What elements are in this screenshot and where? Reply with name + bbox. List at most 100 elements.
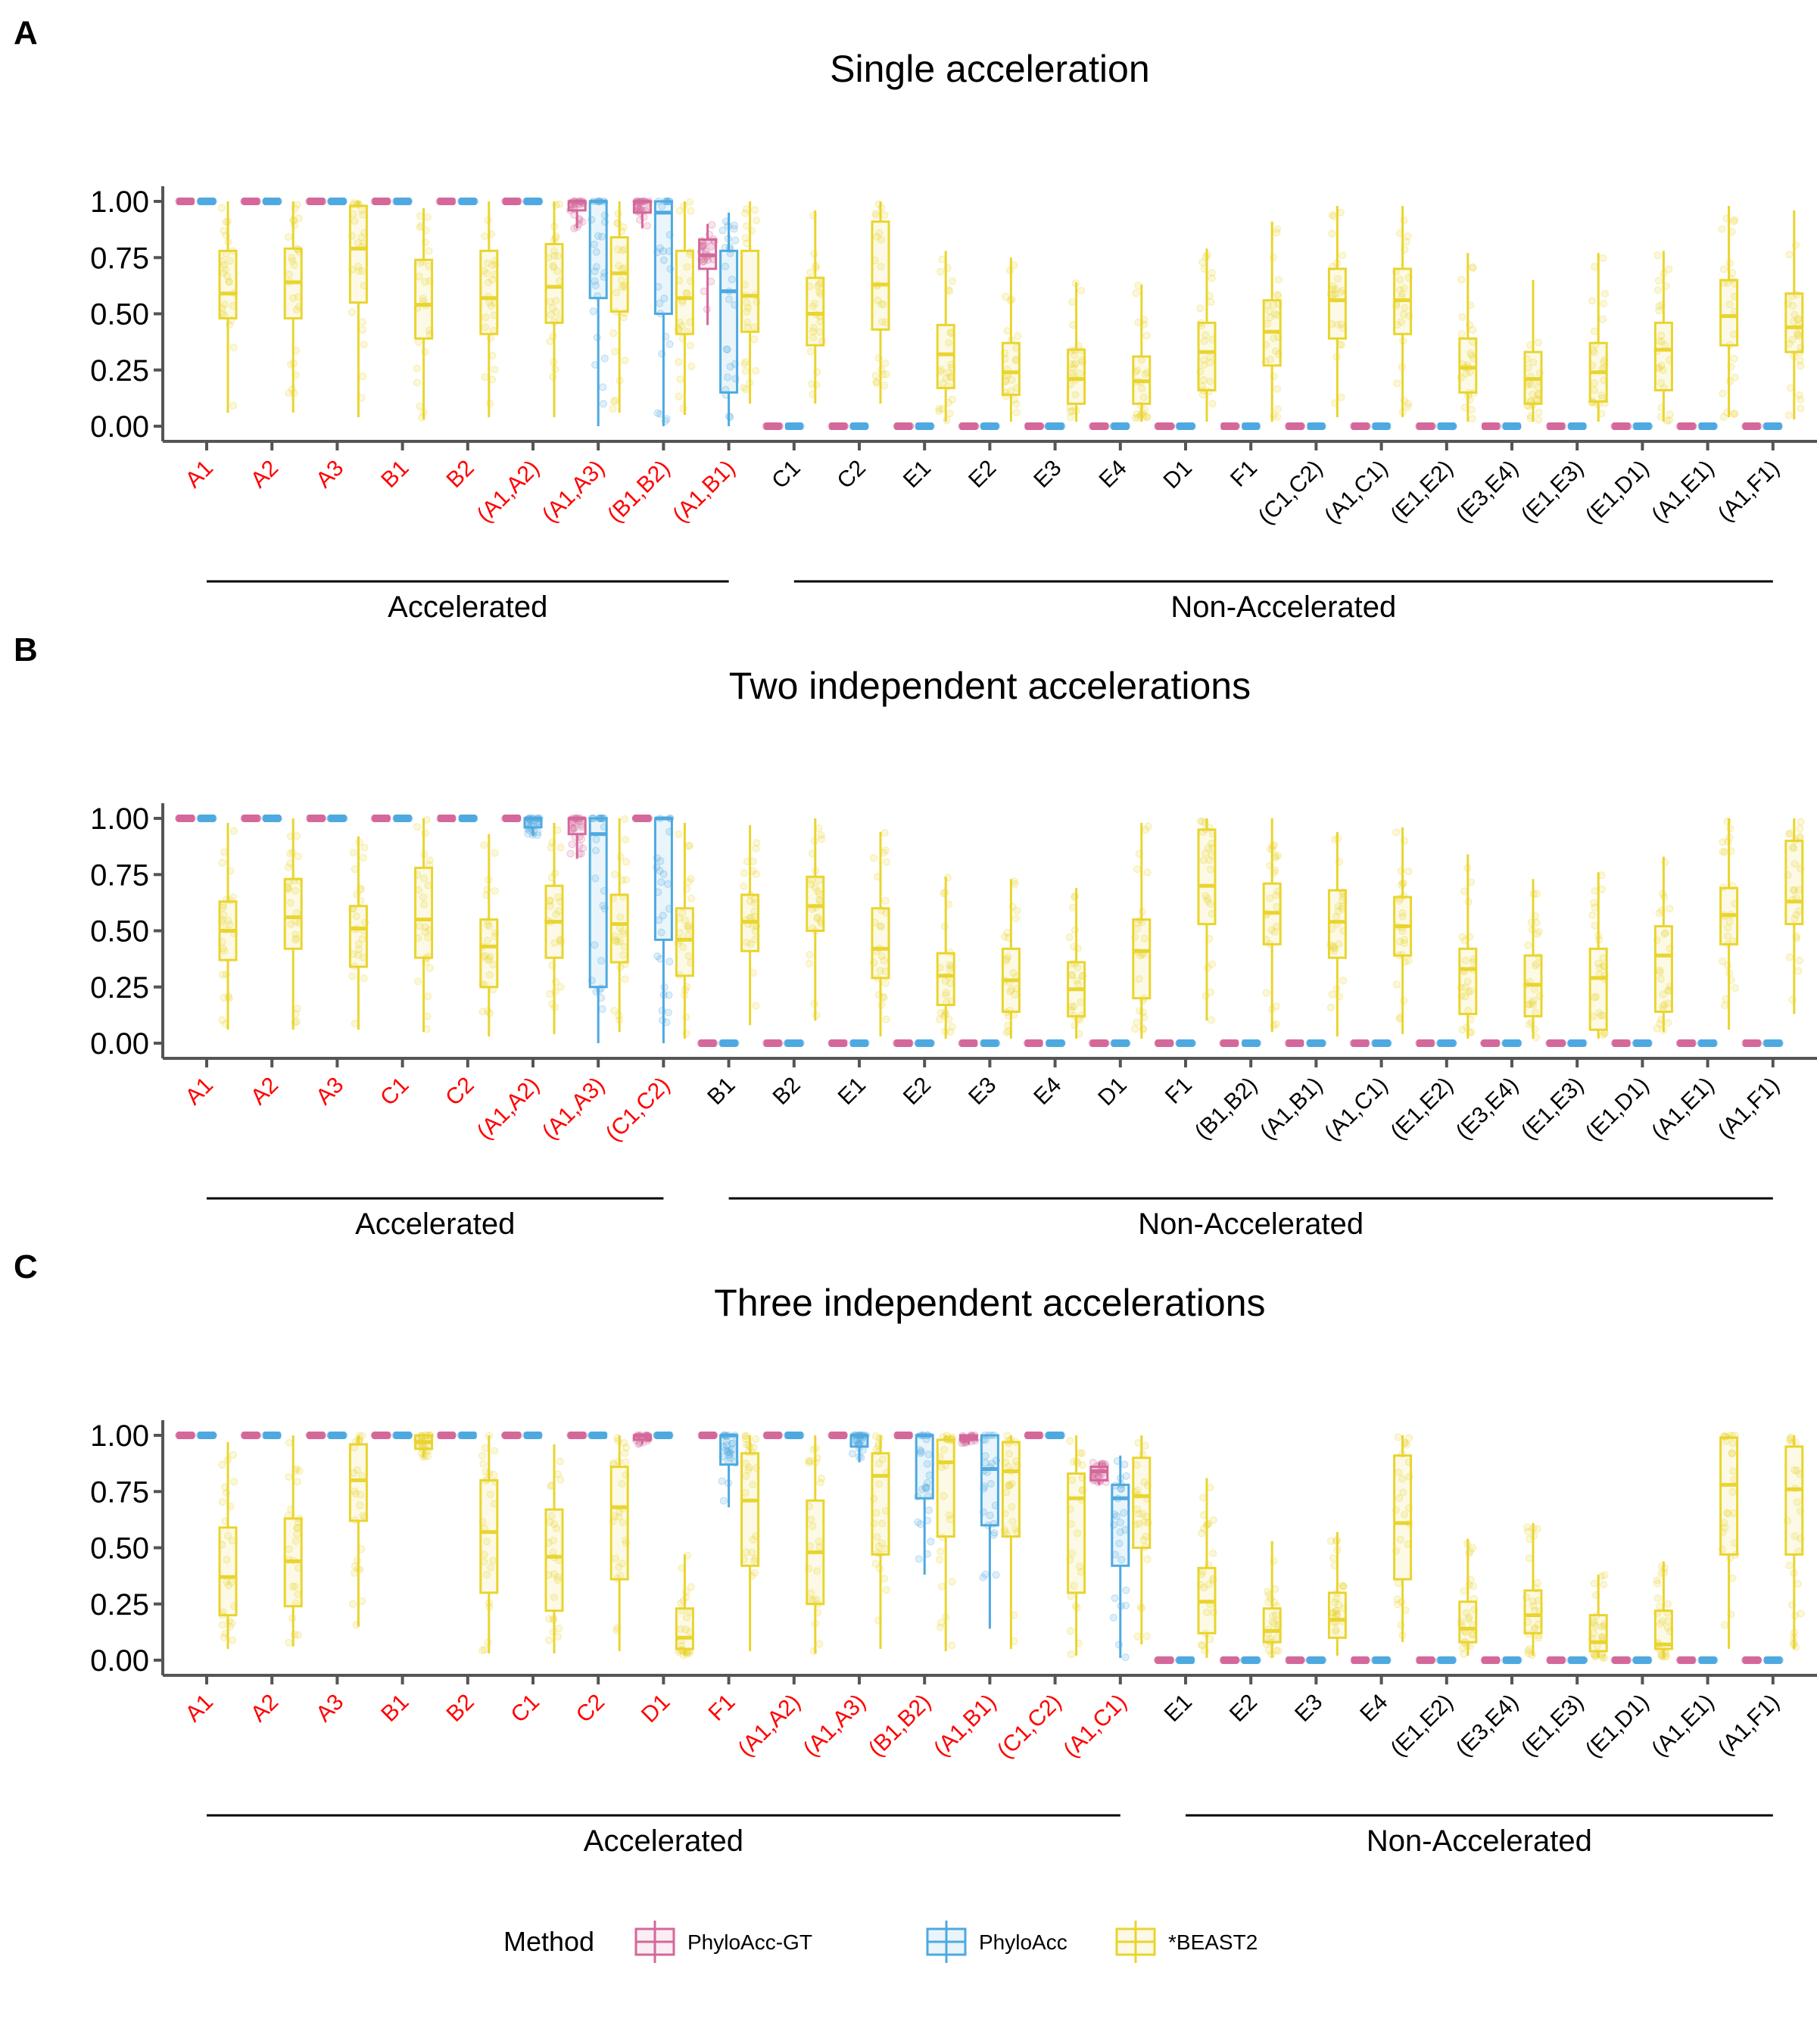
box-body (1197, 321, 1217, 391)
box-flat (1503, 422, 1521, 430)
x-tick-label: B2 (768, 1073, 805, 1110)
box-phyloacc (1177, 422, 1195, 430)
box-flat (1286, 1039, 1304, 1047)
jitter-point (229, 827, 238, 835)
x-tick-label: C1 (767, 456, 805, 494)
x-tick-label: (E3,E4) (1451, 456, 1523, 528)
box-phyloacc_gt (1482, 1039, 1500, 1047)
box-phyloacc (1372, 422, 1391, 430)
box-flat (1547, 1039, 1566, 1047)
x-tick-label: (A1,A2) (472, 456, 544, 528)
box-phyloacc_gt (176, 1432, 195, 1439)
box-flat (458, 198, 477, 205)
jitter-point (1144, 822, 1152, 830)
box-phyloacc (328, 198, 347, 205)
box-body (218, 249, 238, 319)
jitter-point (1011, 880, 1019, 889)
jitter-point (707, 242, 715, 251)
x-tick-label: E3 (1290, 1690, 1327, 1727)
jitter-point (1328, 210, 1336, 220)
box-phyloacc_gt (698, 1039, 717, 1047)
box-body (1132, 918, 1152, 1000)
jitter-point (1273, 225, 1282, 233)
panel-title: Three independent accelerations (714, 1282, 1265, 1324)
box-flat (393, 815, 412, 822)
jitter-point (478, 1008, 487, 1016)
jitter-point (1655, 302, 1663, 310)
jitter-point (686, 198, 694, 207)
box-flat (1242, 422, 1261, 430)
box-phyloacc_gt (1742, 422, 1761, 430)
box-phyloacc_gt (1482, 422, 1500, 430)
box-flat (1155, 1039, 1173, 1047)
y-tick-label: 1.00 (90, 802, 149, 836)
jitter-point (1535, 927, 1543, 936)
box-flat (1046, 422, 1064, 430)
jitter-point (413, 364, 421, 372)
jitter-point (664, 1008, 673, 1017)
box-flat (850, 422, 868, 430)
panel-letter: C (14, 1248, 38, 1285)
jitter-point (752, 844, 760, 853)
x-tick-label: E1 (1160, 1690, 1197, 1727)
jitter-point (1198, 258, 1207, 266)
box-phyloacc (1307, 1039, 1326, 1047)
jitter-point (686, 341, 694, 350)
jitter-point (675, 830, 683, 838)
jitter-point (1130, 1025, 1139, 1033)
jitter-point (1599, 315, 1607, 323)
jitter-point (1404, 399, 1413, 408)
jitter-point (753, 217, 761, 225)
box-body (1653, 321, 1673, 391)
box-phyloacc (1111, 1039, 1130, 1047)
jitter-point (1796, 824, 1804, 833)
box-flat (1742, 422, 1761, 430)
box-body (936, 323, 955, 390)
box-flat (1372, 422, 1391, 430)
jitter-point (880, 382, 889, 390)
box-flat (1307, 1039, 1326, 1047)
box-beast2 (1653, 856, 1673, 1033)
jitter-point (358, 318, 366, 326)
box-phyloacc_gt (829, 422, 847, 430)
jitter-point (687, 874, 695, 883)
jitter-point (1719, 847, 1727, 856)
x-tick-label: A2 (246, 1690, 283, 1727)
jitter-point (643, 222, 651, 230)
box-beast2 (609, 201, 629, 413)
jitter-point (348, 972, 357, 980)
jitter-point (1535, 408, 1543, 416)
box-phyloacc (980, 1039, 999, 1047)
box-phyloacc_gt (1024, 422, 1043, 430)
jitter-point (1011, 915, 1020, 923)
x-tick-label: (C1,C2) (993, 1690, 1067, 1764)
y-tick-label: 0.75 (90, 858, 149, 892)
box-phyloacc (524, 198, 542, 205)
jitter-point (731, 236, 740, 245)
jitter-point (611, 396, 619, 405)
box-flat (1763, 1039, 1782, 1047)
box-beast2 (414, 207, 434, 420)
box-body (283, 877, 303, 950)
box-beast2 (414, 818, 434, 1033)
jitter-point (675, 392, 683, 400)
box-phyloacc_gt (567, 199, 587, 229)
jitter-point (1786, 829, 1794, 837)
jitter-point (616, 852, 625, 861)
box-phyloacc_gt (1220, 1039, 1239, 1047)
box-phyloacc (1437, 422, 1456, 430)
x-tick-label: (A1,F1) (1713, 1073, 1784, 1144)
x-tick-label: B1 (703, 1073, 740, 1110)
x-tick-label: A1 (181, 1073, 218, 1110)
box-flat (1503, 1039, 1521, 1047)
x-tick-label: C2 (832, 456, 870, 494)
jitter-point (1591, 263, 1599, 271)
box-phyloacc (850, 422, 868, 430)
jitter-point (1784, 411, 1793, 419)
jitter-point (488, 351, 497, 360)
box-flat (1612, 1039, 1631, 1047)
jitter-point (1589, 899, 1598, 907)
jitter-point (610, 870, 619, 878)
jitter-point (1393, 379, 1401, 388)
box-flat (242, 198, 260, 205)
